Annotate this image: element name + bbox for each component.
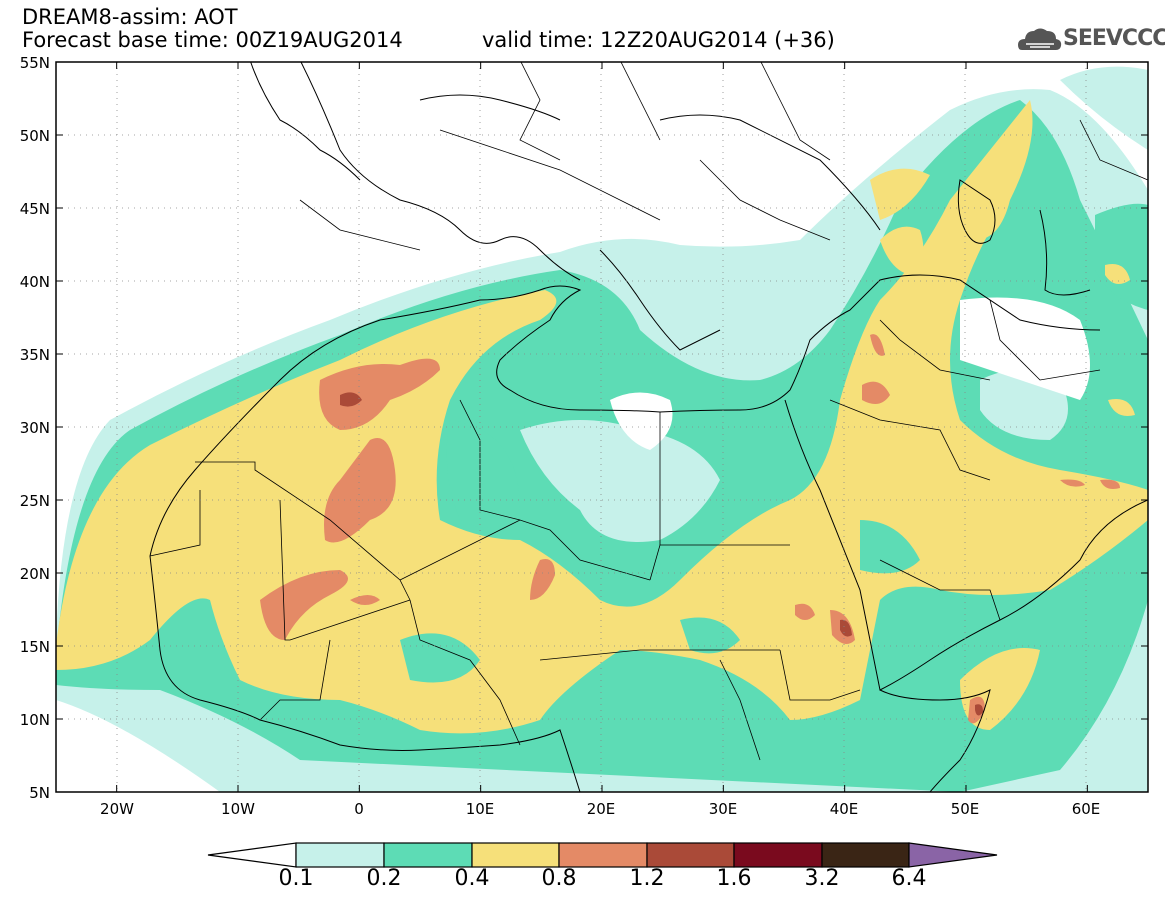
lon-label: 50E (950, 800, 980, 818)
axis-ticks (56, 62, 1148, 792)
colorbar-segment (295, 842, 385, 868)
lat-label: 45N (19, 200, 50, 218)
colorbar-segment (821, 842, 910, 868)
logo-text: SEEVCCC (1063, 26, 1165, 51)
lat-label: 30N (19, 419, 50, 437)
lon-label: 40E (829, 800, 859, 818)
colorbar-segment (383, 842, 473, 868)
colorbar-label: 1.6 (716, 866, 752, 891)
lat-label: 50N (19, 127, 50, 145)
aot-level-1.2 (340, 392, 983, 716)
lat-label: 10N (19, 711, 50, 729)
lat-label: 5N (29, 784, 50, 802)
colorbar-segment (471, 842, 560, 868)
lat-label: 20N (19, 565, 50, 583)
lon-label: 10W (221, 800, 255, 818)
lon-label: 20E (586, 800, 616, 818)
coastlines (149, 62, 1148, 792)
colorbar (207, 842, 998, 868)
colorbar-segment (558, 842, 648, 868)
lat-label: 35N (19, 346, 50, 364)
colorbar-label: 0.8 (541, 866, 577, 891)
base-time-label: Forecast base time: 00Z19AUG2014 (22, 28, 403, 52)
colorbar-low-arrow (207, 842, 297, 868)
map-title: DREAM8-assim: AOT (22, 5, 238, 29)
valid-time-label: valid time: 12Z20AUG2014 (+36) (482, 28, 835, 52)
lon-label: 20W (100, 800, 134, 818)
colorbar-label: 1.2 (629, 866, 665, 891)
graticule (56, 62, 1148, 792)
colorbar-segment (646, 842, 735, 868)
lon-label: 0 (354, 800, 364, 818)
aot-level-0.8 (260, 334, 1120, 724)
lat-label: 55N (19, 54, 50, 72)
lon-label: 60E (1071, 800, 1101, 818)
country-borders (149, 62, 1148, 761)
colorbar-segment (733, 842, 823, 868)
colorbar-label: 0.2 (366, 866, 402, 891)
lat-label: 25N (19, 492, 50, 510)
colorbar-label: 3.2 (804, 866, 840, 891)
colorbar-label: 0.4 (454, 866, 490, 891)
aot-fields (56, 62, 1148, 792)
colorbar-label: 0.1 (278, 866, 314, 891)
cloud-logo-icon (1018, 28, 1062, 50)
lon-label: 30E (708, 800, 738, 818)
colorbar-high-arrow (908, 842, 998, 868)
lat-label: 40N (19, 273, 50, 291)
aot-level-0.2-inclusions (400, 420, 920, 683)
lon-label: 10E (465, 800, 495, 818)
colorbar-label: 6.4 (891, 866, 927, 891)
lat-label: 15N (19, 638, 50, 656)
